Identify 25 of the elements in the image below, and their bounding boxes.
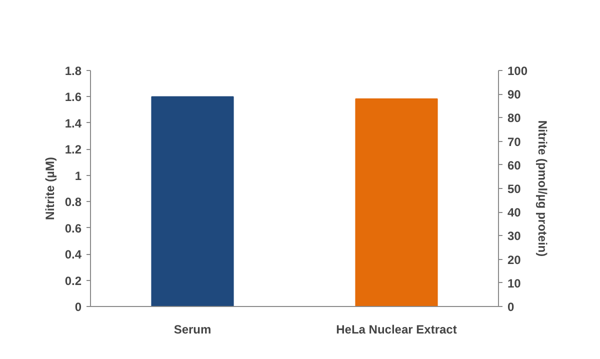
y-tick-label: 1.2 [64,142,82,157]
y-tick-label: 0 [74,300,82,314]
y2-tick-label: 0 [508,300,514,314]
y-axis-title: Nitrite (µM) [42,157,57,220]
y-tick-label: 0.4 [64,248,82,262]
y-tick-label: 1.4 [64,116,82,130]
y2-tick-label: 90 [508,88,522,102]
y-tick-label: 0.6 [64,221,82,236]
y-tick-label: 0.2 [64,274,82,288]
y2-tick-label: 30 [508,229,522,244]
x-tick-label: HeLa Nuclear Extract [336,322,457,336]
y2-tick-label: 10 [508,276,522,290]
y2-tick-label: 100 [508,64,528,78]
y-tick-label: 1.8 [64,64,82,78]
y2-tick-label: 40 [508,206,522,220]
y2-tick-label: 50 [508,182,522,196]
x-tick-label: Serum [174,322,212,336]
y-tick-label: 1 [74,168,82,183]
y-tick-label: 0.8 [64,195,82,210]
y2-tick-label: 60 [508,158,522,172]
y2-tick-label: 80 [508,111,522,126]
y-tick-label: 1.6 [64,90,82,104]
y2-tick-label: 20 [508,252,522,267]
y2-tick-label: 70 [508,134,522,149]
y2-axis-title: Nitrite (pmol/µg protein) [536,120,550,257]
